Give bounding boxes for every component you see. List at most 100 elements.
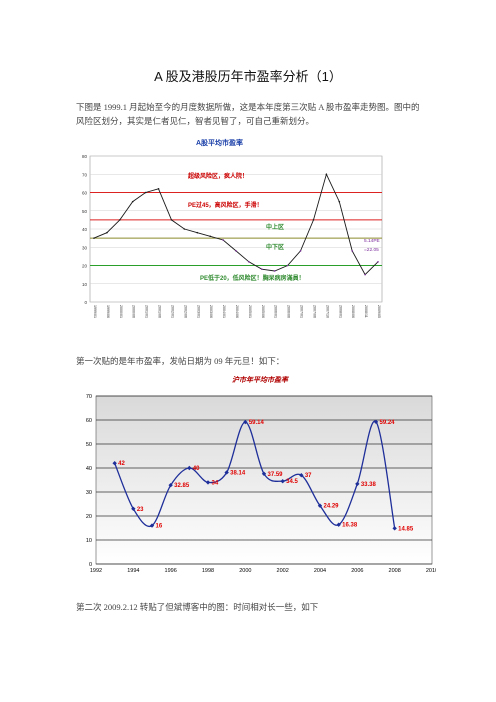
y-tick-label: 50 [86,442,92,448]
data-label: 14.85 [398,526,414,532]
y-tick-label: 20 [86,514,92,520]
x-tick-label: 2004/01 [222,305,226,318]
x-tick-label: 2010 [426,568,436,574]
data-point [299,473,304,478]
data-label: 16.38 [342,523,358,529]
data-point [106,231,108,234]
data-point [325,173,328,176]
x-tick-label: 2009/05 [377,305,381,318]
x-tick-label: 2007/06 [312,305,316,318]
data-point [351,250,353,252]
zone-label: 超级风险区，疯人院！ [187,172,248,180]
data-label: 42 [118,461,125,467]
intro-paragraph: 下图是 1999.1 月起始至今的月度数据所做，这是本年度第三次贴 A 股市盈率… [76,102,420,126]
y-tick-label: 40 [82,227,88,232]
zone-label: 中下区 [266,243,284,251]
x-tick-label: 2002/01 [170,305,174,318]
x-tick-label: 2003/06 [209,305,213,318]
x-tick-label: 2006 [351,568,363,574]
x-tick-label: 2000/06 [132,305,136,318]
data-point [222,239,224,241]
data-point [196,231,199,234]
y-tick-label: 10 [82,282,88,287]
data-point [248,261,250,263]
x-tick-label: 2008/01 [338,305,342,318]
x-tick-label: 2000/01 [119,305,123,318]
x-tick-label: 1998 [202,568,214,574]
data-point [364,273,366,276]
y-tick-label: 30 [82,245,88,250]
x-tick-label: 2005/01 [248,305,252,318]
data-point [112,461,117,466]
x-tick-label: 2003/01 [196,305,200,318]
x-tick-label: 2008/11 [364,305,368,318]
pe-yearly-chart: 0 10 20 30 40 50 60 70 1992 1994 1996 1998 2000 2002 2… [86,394,436,574]
data-point [355,481,360,487]
data-point [224,470,229,475]
chart1-title: A股平均市盈率 [196,140,244,147]
x-tick-label: 2002/06 [183,305,187,318]
data-label: 33.38 [361,482,377,488]
data-point [286,264,289,267]
data-label: 40 [193,466,200,472]
data-label: 24.29 [324,504,340,510]
y-tick-label: 60 [86,418,92,424]
x-tick-label: 2002 [277,568,289,574]
data-label: 34 [212,480,219,486]
x-tick-label: 2004 [314,568,326,574]
end-note: =22.05 [364,247,379,253]
y-tick-label: 0 [84,300,87,305]
x-tick-label: 1999/01 [93,305,97,318]
data-point [373,419,379,425]
zone-label: 中上区 [266,223,284,231]
y-tick-label: 10 [86,538,92,544]
data-label: 32.85 [174,483,190,489]
x-tick-label: 2004/06 [235,305,239,318]
end-note: 5.14PE [364,238,380,244]
x-tick-label: 1996 [165,568,177,574]
data-label: 37 [305,473,312,479]
x-tick-label: 2008 [389,568,401,574]
x-tick-label: 2008/06 [351,305,355,318]
chart2-title: 沪市年平均市盈率 [232,376,288,384]
data-point [170,219,173,221]
second-paragraph: 第一次贴的是年市盈率，发帖日期为 09 年元旦！如下： [76,356,285,366]
third-paragraph: 第二次 2009.2.12 转贴了但斌博客中的图：时间相对长一些，如下 [76,602,319,612]
zone-label: PE低于20，低风险区！胸呆病房滿員！ [200,274,305,282]
pe-yearly-line [114,420,396,529]
data-point [205,480,211,485]
y-tick-label: 50 [82,209,88,214]
data-label: 38.14 [230,470,246,476]
y-tick-label: 0 [89,562,92,568]
data-point [317,503,323,508]
data-point [273,270,276,272]
data-point [243,419,248,425]
data-label: 59.24 [380,420,396,426]
x-tick-label: 1999/06 [106,305,110,318]
x-tick-label: 2007/01 [300,305,304,318]
y-tick-label: 80 [82,154,88,159]
x-tick-label: 1992 [90,568,102,574]
data-point [261,268,263,270]
document-title: A 股及港股历年市盈率分析（1） [154,69,342,84]
data-point [209,235,211,238]
data-point [187,465,192,471]
data-point [119,219,121,221]
y-tick-label: 70 [82,172,88,177]
data-point [157,188,160,190]
y-tick-label: 60 [82,191,88,196]
x-tick-label: 2001/06 [158,305,162,318]
data-point [338,200,341,203]
data-point [183,228,186,230]
data-point [280,479,285,484]
y-tick-label: 30 [86,490,92,496]
x-tick-label: 2007/10 [325,305,329,318]
x-tick-label: 2006/06 [287,305,291,318]
x-tick-label: 2006/01 [274,305,278,318]
x-tick-label: 2000 [239,568,251,574]
data-label: 34.5 [286,479,298,485]
y-tick-label: 20 [82,264,88,269]
data-point [131,200,134,203]
data-point [144,191,147,194]
data-point [299,250,302,252]
